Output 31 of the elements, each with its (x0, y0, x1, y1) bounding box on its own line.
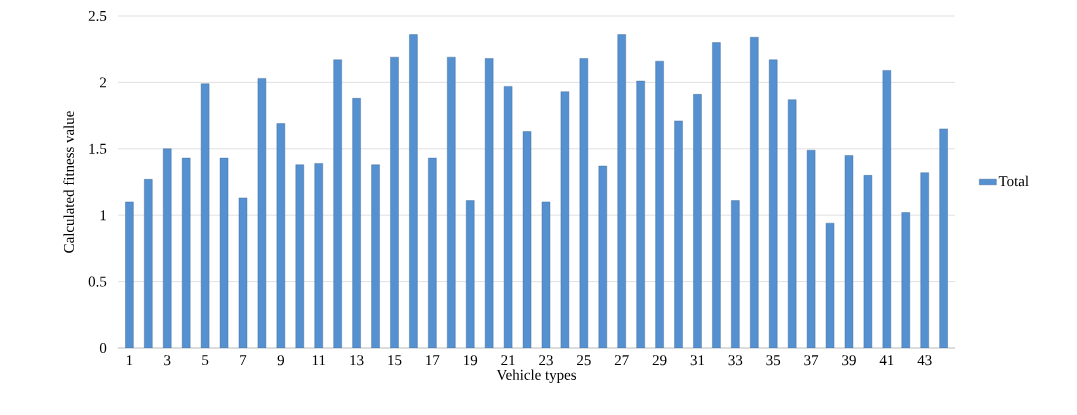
x-tick-label: 29 (652, 355, 667, 366)
x-tick-label: 15 (388, 355, 402, 366)
x-tick-label: 13 (350, 355, 364, 366)
y-tick-label: 0.5 (88, 276, 107, 287)
x-tick-label: 11 (312, 355, 326, 366)
y-axis-title: Calculated fitness value (63, 111, 74, 253)
y-tick-label: 2 (100, 77, 106, 88)
x-tick-label: 9 (277, 355, 284, 366)
x-axis-title: Vehicle types (496, 369, 577, 383)
x-tick-label: 3 (164, 355, 171, 366)
x-tick-label: 33 (728, 355, 743, 366)
x-tick-label: 41 (879, 355, 894, 366)
x-tick-label: 7 (240, 355, 247, 365)
x-tick-label: 31 (690, 355, 705, 366)
legend-label: Total (998, 175, 1029, 187)
x-tick-label: 27 (614, 355, 629, 366)
x-tick-label: 23 (539, 355, 553, 366)
x-tick-label: 37 (804, 355, 819, 366)
x-tick-label: 5 (202, 355, 209, 366)
x-tick-label: 43 (917, 355, 932, 366)
x-tick-label: 35 (766, 355, 781, 366)
x-tick-label: 21 (501, 355, 515, 366)
y-tick-label: 2.5 (88, 10, 107, 22)
x-tick-label: 1 (126, 355, 133, 366)
y-tick-label: 0 (99, 342, 107, 354)
x-tick-label: 25 (577, 355, 591, 366)
x-tick-label: 17 (426, 355, 440, 366)
x-tick-label: 19 (464, 355, 478, 366)
x-tick-label: 39 (842, 355, 856, 366)
y-tick-label: 1 (100, 210, 106, 221)
y-tick-label: 1.5 (89, 143, 107, 154)
